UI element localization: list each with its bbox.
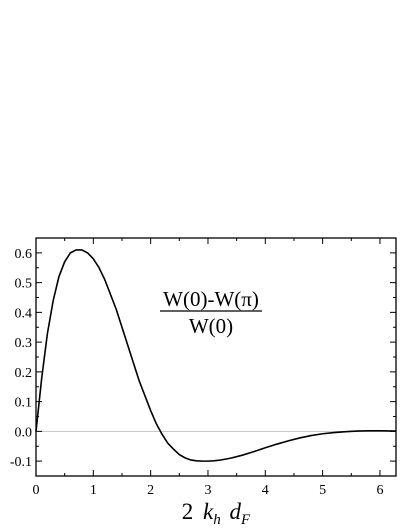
plot-frame <box>35 237 397 477</box>
annotation-numerator: W(0)-W(π) <box>163 287 259 311</box>
axis-ticks: 0 1 2 3 4 5 6 -0.1 0.0 0.1 0.2 0.3 0.4 0.5 0.6 <box>10 237 396 498</box>
y-tick-label: 0.6 <box>15 247 33 262</box>
y-tick-label: 0.1 <box>15 396 33 411</box>
x-tick-label: 0 <box>33 483 40 498</box>
y-tick-label: 0.0 <box>15 425 33 440</box>
x-axis-label-k-sub: h <box>213 512 221 528</box>
data-curve <box>35 249 397 462</box>
annotation-denominator: W(0) <box>189 314 233 338</box>
x-axis-label-d: d <box>230 499 242 524</box>
x-tick-label: 6 <box>376 483 383 498</box>
x-tick-label: 1 <box>90 483 97 498</box>
x-axis-label-coef: 2 <box>182 499 194 524</box>
y-tick-label: 0.2 <box>15 366 33 381</box>
x-axis-label-k: k <box>203 499 214 524</box>
x-tick-label: 4 <box>262 483 269 498</box>
x-axis-label: 2 kh dF <box>182 499 251 529</box>
x-tick-label: 2 <box>147 483 154 498</box>
y-tick-label: -0.1 <box>10 455 32 470</box>
x-tick-label: 5 <box>319 483 326 498</box>
x-tick-label: 3 <box>204 483 211 498</box>
annotation: W(0)-W(π) W(0) <box>160 287 262 338</box>
y-tick-label: 0.3 <box>15 336 33 351</box>
x-axis-label-d-sub: F <box>240 512 251 528</box>
y-tick-label: 0.5 <box>15 277 33 292</box>
y-tick-label: 0.4 <box>15 306 33 321</box>
